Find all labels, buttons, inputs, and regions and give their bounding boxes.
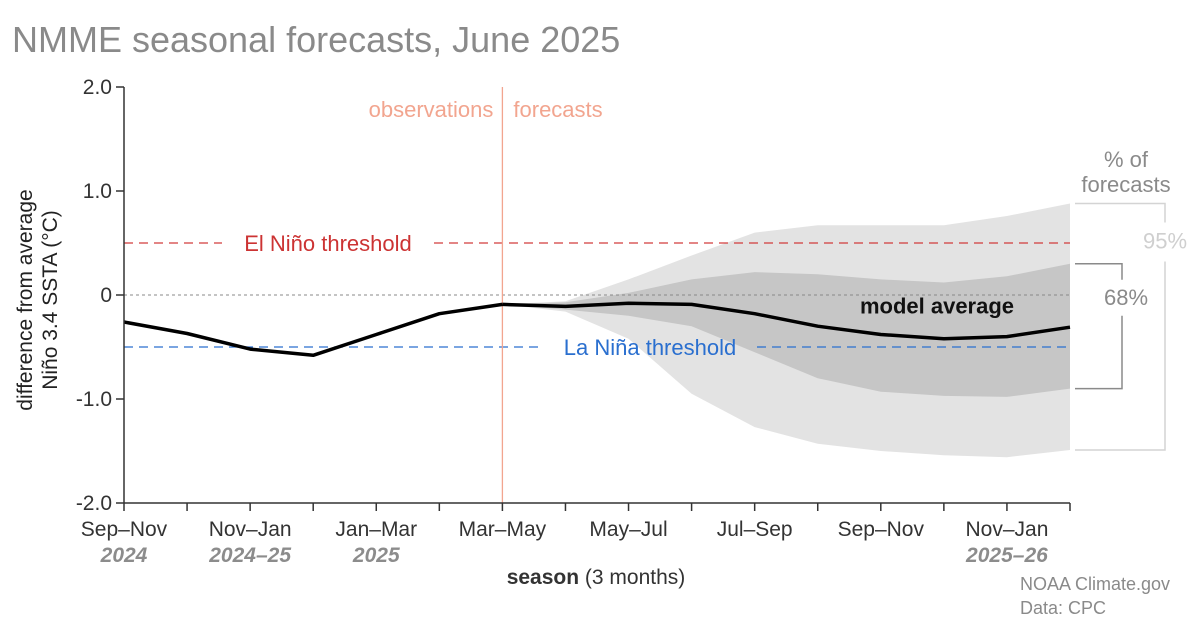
observations-label: observations: [369, 97, 494, 122]
el-nino-threshold-label: El Niño threshold: [244, 231, 412, 256]
legend-title-line2: forecasts: [1081, 172, 1170, 197]
y-tick-label: 1.0: [83, 180, 112, 203]
legend-bracket-95: [1075, 202, 1166, 451]
observations-line: [123, 302, 503, 358]
x-axis-title-rest: (3 months): [579, 566, 685, 589]
y-axis-title-line1: difference from average: [14, 189, 37, 410]
x-tick-label: Nov–Jan: [209, 518, 292, 541]
y-tick-label: -2.0: [76, 492, 112, 515]
x-tick-year-label: 2024: [100, 544, 148, 567]
x-tick-year-label: 2025: [352, 544, 400, 567]
la-nina-threshold-label: La Niña threshold: [564, 335, 736, 360]
x-tick-label: Nov–Jan: [965, 518, 1048, 541]
band-68-percent: [502, 263, 1070, 397]
x-tick-label: Sep–Nov: [81, 518, 168, 541]
x-tick-label: Jul–Sep: [717, 518, 793, 541]
y-tick-label: 0: [100, 284, 112, 307]
x-tick-label: Sep–Nov: [838, 518, 925, 541]
model-average-line: [502, 301, 1071, 341]
x-axis-title-bold: season: [507, 566, 579, 589]
x-axis-title: season (3 months): [507, 566, 686, 589]
legend-68-label: 68%: [1104, 285, 1148, 310]
model-average-label: model average: [860, 294, 1014, 319]
x-ticks: Sep–Nov 2024 Nov–Jan 2024–25 Jan–Mar 2025 Mar–…: [81, 503, 1071, 567]
y-ticks: 2.0 1.0 0 -1.0 -2.0: [76, 76, 124, 515]
y-tick-label: -1.0: [76, 388, 112, 411]
x-tick-year-label: 2025–26: [965, 544, 1048, 567]
legend-bracket-68: [1075, 263, 1123, 390]
x-tick-label: May–Jul: [589, 518, 667, 541]
credit-data: Data: CPC: [1020, 598, 1106, 618]
y-axis-title-line2: Niño 3.4 SSTA (°C): [39, 210, 62, 390]
x-tick-label: Mar–May: [459, 518, 547, 541]
credit-source: NOAA Climate.gov: [1020, 574, 1170, 594]
legend-title-line1: % of: [1104, 147, 1149, 172]
y-tick-label: 2.0: [83, 76, 112, 99]
x-tick-label: Jan–Mar: [335, 518, 417, 541]
x-tick-year-label: 2024–25: [208, 544, 291, 567]
legend-95-label: 95%: [1143, 229, 1187, 254]
forecasts-label: forecasts: [513, 97, 602, 122]
chart-title: NMME seasonal forecasts, June 2025: [12, 19, 620, 60]
